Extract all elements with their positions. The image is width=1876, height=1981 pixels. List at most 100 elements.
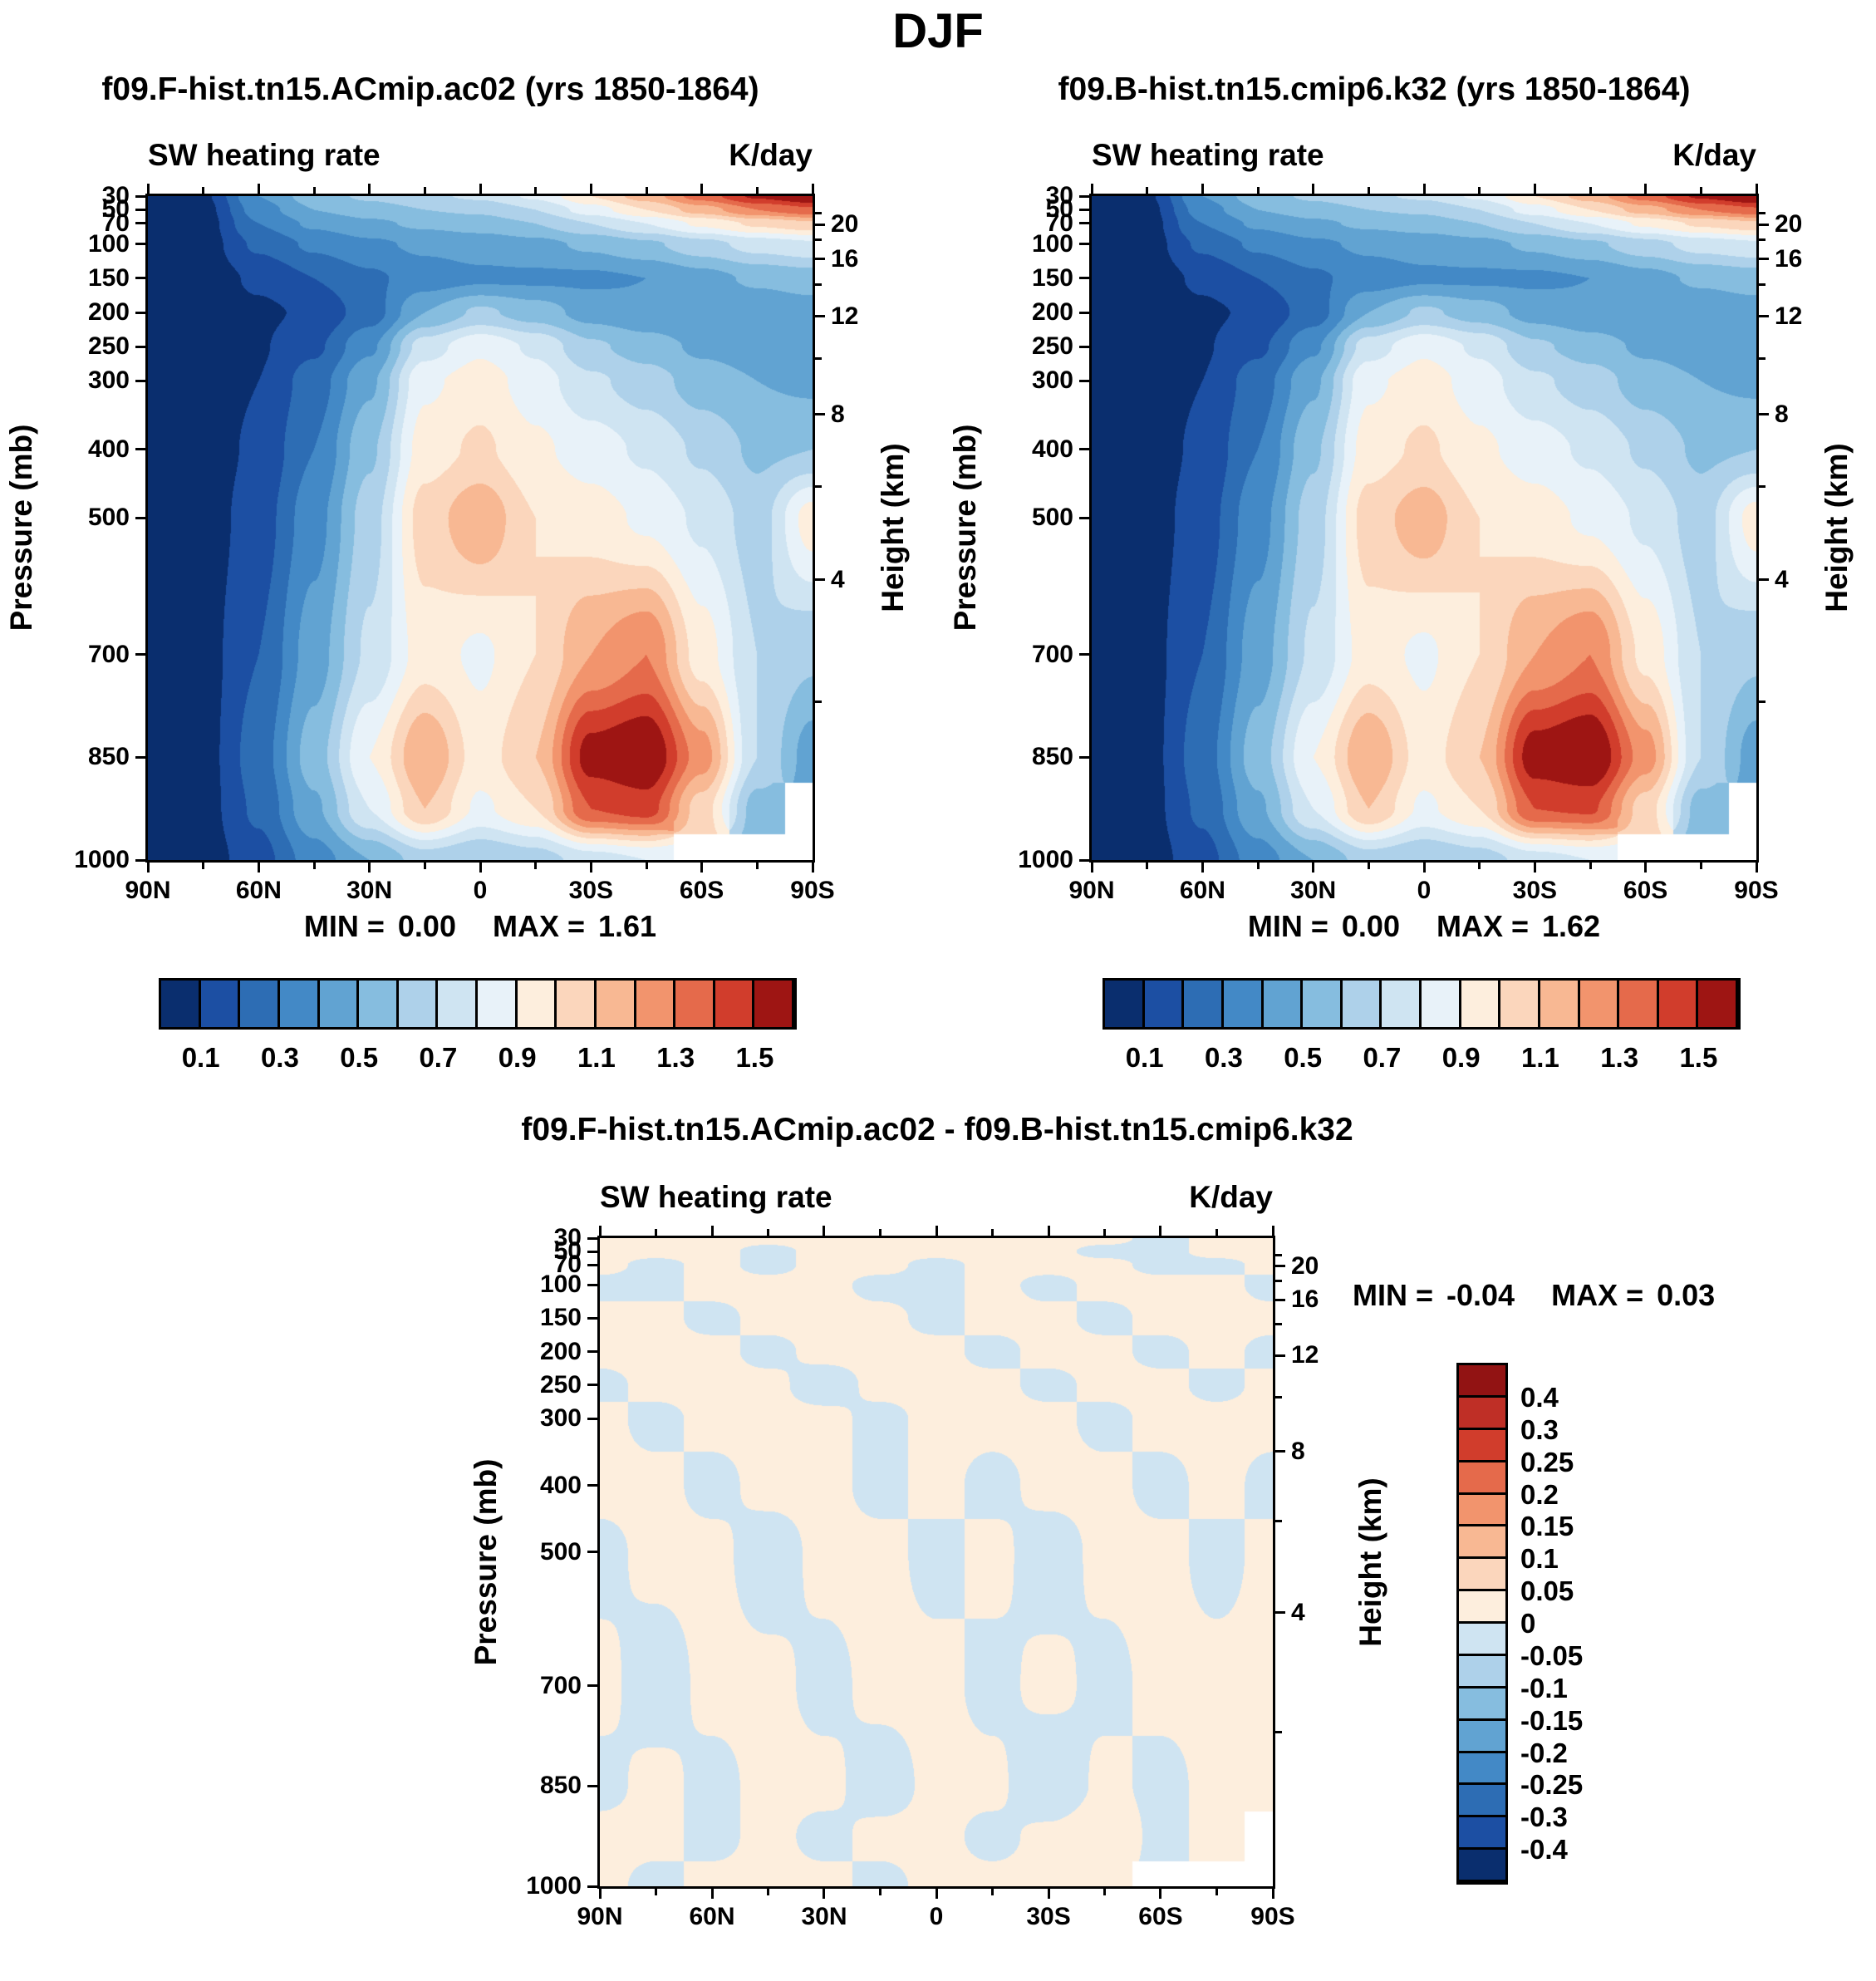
figure-title: DJF — [892, 4, 984, 58]
latitude-tick — [368, 863, 371, 873]
height-tick — [1275, 1354, 1285, 1357]
pressure-tick-label: 300 — [1031, 366, 1073, 395]
latitude-tick-label: 90N — [577, 1903, 623, 1930]
colorbar-swatch — [1459, 1462, 1505, 1495]
height-tick — [815, 258, 825, 261]
pressure-tick — [1079, 858, 1089, 862]
latitude-tick-label: 90S — [1250, 1903, 1295, 1930]
latitude-tick — [823, 1889, 826, 1899]
latitude-tick — [1312, 184, 1315, 194]
pressure-tick — [135, 516, 145, 519]
pressure-tick — [1079, 277, 1089, 280]
latitude-minor-tick — [645, 187, 648, 194]
panel-right-subtitle-row: SW heating rate K/day — [1092, 138, 1756, 173]
colorbar-swatch — [636, 981, 676, 1027]
panel-right-plot-area: 30 50 70 100 150 200 250 300 400 500 700 850 1000 90N… — [1018, 182, 1802, 904]
latitude-tick-label: 60S — [679, 877, 724, 904]
colorbar-swatch — [1184, 981, 1224, 1027]
latitude-tick-label: 30S — [1026, 1903, 1071, 1930]
latitude-minor-tick — [879, 1229, 882, 1236]
latitude-tick — [589, 184, 592, 194]
pressure-tick-label: 150 — [539, 1304, 582, 1332]
panel-difference-contour-canvas — [600, 1238, 1273, 1886]
height-minor-tick — [1275, 1520, 1282, 1523]
panel-right-field-label: SW heating rate — [1092, 138, 1324, 172]
latitude-tick-label: 90N — [125, 877, 171, 904]
pressure-tick-label: 300 — [87, 366, 130, 395]
height-tick-label: 8 — [1775, 400, 1789, 428]
latitude-tick — [710, 1226, 714, 1236]
min-label: MIN = — [1353, 1278, 1434, 1312]
latitude-tick — [1090, 863, 1093, 873]
pressure-tick — [587, 1885, 597, 1888]
panel-right-minmax: MIN = 0.00 MAX = 1.62 — [1092, 909, 1756, 944]
latitude-minor-tick — [767, 1229, 769, 1236]
pressure-tick-label: 850 — [87, 743, 130, 771]
pressure-tick — [1079, 243, 1089, 246]
colorbar-swatch — [478, 981, 518, 1027]
pressure-tick-label: 1000 — [1018, 846, 1073, 873]
latitude-tick-label: 30N — [346, 877, 393, 904]
pressure-tick — [587, 1250, 597, 1253]
pressure-tick-label: 30 — [101, 182, 130, 209]
colorbar-tick-label: 0.3 — [1204, 1042, 1243, 1073]
panel-right-height-axis-title: Height (km) — [1820, 443, 1854, 612]
panel-left-units-label: K/day — [729, 138, 813, 172]
latitude-minor-tick — [312, 863, 316, 869]
height-minor-tick — [1759, 212, 1766, 215]
colorbar-swatch — [1459, 1785, 1505, 1818]
panel-difference-minmax: MIN = -0.04 MAX = 0.03 — [1353, 1278, 1715, 1313]
colorbar-swatch — [1619, 981, 1659, 1027]
height-tick-label: 4 — [831, 565, 845, 593]
pressure-tick — [1079, 311, 1089, 314]
latitude-minor-tick — [534, 187, 538, 194]
pressure-tick-label: 700 — [539, 1671, 582, 1699]
latitude-tick-label: 0 — [473, 877, 488, 904]
height-minor-tick — [815, 238, 822, 242]
latitude-minor-tick — [1478, 187, 1481, 194]
panel-left-title: f09.F-hist.tn15.ACmip.ac02 (yrs 1850-186… — [101, 71, 759, 107]
height-minor-tick — [1275, 1323, 1282, 1326]
height-minor-tick — [1275, 1253, 1282, 1256]
latitude-minor-tick — [767, 1889, 769, 1895]
latitude-tick — [1422, 184, 1426, 194]
colorbar-swatch — [1459, 1526, 1505, 1560]
latitude-minor-tick — [1146, 187, 1149, 194]
height-minor-tick — [1759, 700, 1766, 704]
height-minor-tick — [815, 212, 822, 215]
min-label: MIN = — [1247, 909, 1328, 943]
pressure-tick-label: 30 — [1045, 182, 1073, 209]
colorbar-swatch — [279, 981, 320, 1027]
pressure-tick — [135, 379, 145, 382]
colorbar-tick-label: 1.3 — [1600, 1042, 1639, 1073]
latitude-tick-label: 60N — [1179, 877, 1225, 904]
pressure-tick — [1079, 653, 1089, 656]
latitude-minor-tick — [1215, 1889, 1219, 1895]
latitude-tick-label: 0 — [1417, 877, 1432, 904]
pressure-tick-label: 500 — [87, 504, 130, 532]
pressure-tick — [587, 1263, 597, 1266]
colorbar-tick-label: -0.3 — [1520, 1802, 1568, 1833]
colorbar-swatch — [1459, 1429, 1505, 1462]
panel-left-minmax: MIN = 0.00 MAX = 1.61 — [148, 909, 813, 944]
max-value: 1.62 — [1542, 909, 1601, 943]
height-minor-tick — [1275, 1730, 1282, 1733]
latitude-tick — [1755, 184, 1758, 194]
latitude-tick-label: 60S — [1138, 1903, 1183, 1930]
min-value: 0.00 — [397, 909, 456, 943]
colorbar-swatch — [1459, 1624, 1505, 1656]
colorbar-tick-label: -0.25 — [1520, 1769, 1584, 1801]
colorbar-swatch — [1382, 981, 1422, 1027]
latitude-tick — [1533, 184, 1536, 194]
panel-left-field-label: SW heating rate — [148, 138, 381, 172]
height-minor-tick — [815, 357, 822, 361]
height-tick — [815, 315, 825, 318]
pressure-tick-label: 50 — [553, 1237, 582, 1266]
colorbar-swatch — [1459, 1494, 1505, 1527]
latitude-minor-tick — [1215, 1229, 1219, 1236]
colorbar-swatch — [1303, 981, 1343, 1027]
pressure-tick — [587, 1551, 597, 1554]
height-minor-tick — [815, 283, 822, 286]
panel-right-colorbar: 0.1 0.3 0.5 0.7 0.9 1.1 1.3 1.5 — [1103, 978, 1741, 1073]
colorbar-swatch — [1500, 981, 1540, 1027]
